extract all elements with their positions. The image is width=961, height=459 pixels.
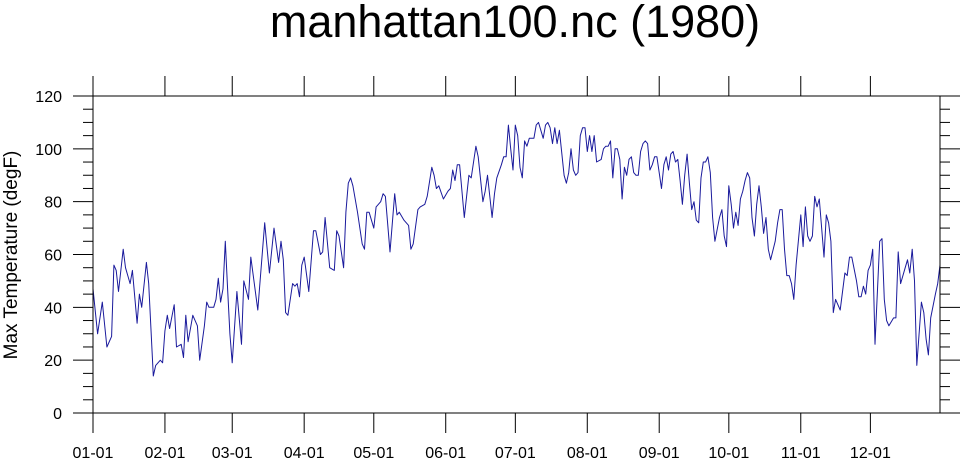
x-tick-label: 02-01 — [144, 445, 185, 459]
y-tick-label: 120 — [35, 89, 62, 106]
x-tick-label: 10-01 — [708, 445, 749, 459]
plot-frame — [92, 95, 941, 414]
x-tick-label: 03-01 — [212, 445, 253, 459]
x-tick-label: 06-01 — [425, 445, 466, 459]
x-tick-label: 04-01 — [284, 445, 325, 459]
x-tick-label: 11-01 — [781, 445, 821, 459]
x-tick-label: 05-01 — [353, 445, 394, 459]
axes — [73, 76, 960, 433]
y-tick-label: 40 — [44, 300, 62, 317]
y-tick-label: 20 — [44, 353, 62, 370]
chart-title: manhattan100.nc (1980) — [270, 0, 760, 47]
y-tick-label: 60 — [44, 248, 62, 265]
y-axis-label: Max Temperature (degF) — [1, 151, 22, 360]
x-tick-labels: 01-01 02-01 03-01 04-01 05-01 06-01 07-01 08-01… — [73, 445, 891, 459]
y-tick-label: 80 — [44, 195, 62, 212]
x-tick-label: 07-01 — [495, 445, 536, 459]
x-tick-label: 08-01 — [567, 445, 608, 459]
x-tick-label: 12-01 — [850, 445, 891, 459]
y-tick-labels: 0 20 40 60 80 100 120 — [35, 89, 62, 423]
y-tick-label: 100 — [35, 142, 62, 159]
x-tick-label: 01-01 — [73, 445, 114, 459]
y-tick-label: 0 — [53, 406, 62, 423]
series-line — [92, 121, 941, 377]
x-tick-label: 09-01 — [639, 445, 680, 459]
